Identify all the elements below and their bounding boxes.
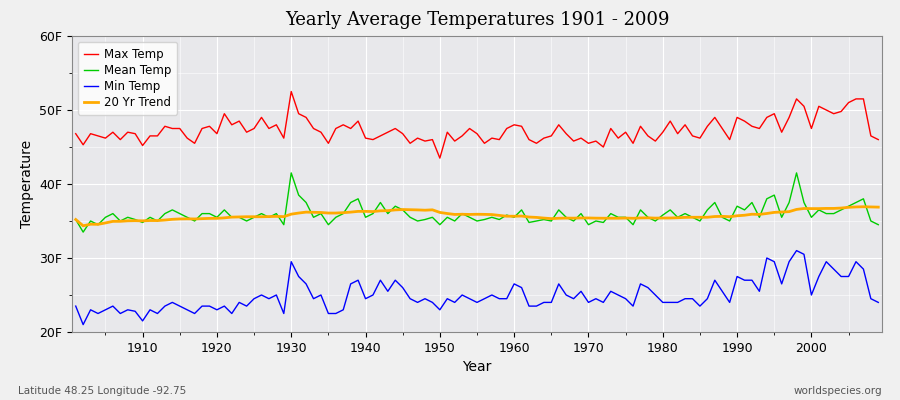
20 Yr Trend <box>70 217 81 222</box>
Min Temp <box>137 318 148 323</box>
Min Temp <box>77 322 88 327</box>
Min Temp <box>606 289 616 294</box>
Max Temp <box>873 137 884 142</box>
Max Temp <box>70 131 81 136</box>
Text: Latitude 48.25 Longitude -92.75: Latitude 48.25 Longitude -92.75 <box>18 386 186 396</box>
Min Temp <box>791 248 802 253</box>
20 Yr Trend <box>508 214 519 219</box>
Max Temp <box>613 136 624 140</box>
20 Yr Trend <box>517 214 527 218</box>
Max Temp <box>435 156 446 160</box>
Min Temp <box>301 282 311 286</box>
Max Temp <box>130 131 140 136</box>
Legend: Max Temp, Mean Temp, Min Temp, 20 Yr Trend: Max Temp, Mean Temp, Min Temp, 20 Yr Tre… <box>78 42 177 114</box>
Max Temp <box>301 115 311 120</box>
Title: Yearly Average Temperatures 1901 - 2009: Yearly Average Temperatures 1901 - 2009 <box>284 11 670 29</box>
Line: 20 Yr Trend: 20 Yr Trend <box>76 207 878 226</box>
20 Yr Trend <box>301 210 311 214</box>
Mean Temp <box>517 208 527 212</box>
Min Temp <box>346 282 356 286</box>
X-axis label: Year: Year <box>463 360 491 374</box>
Max Temp <box>524 137 535 142</box>
Line: Mean Temp: Mean Temp <box>76 173 878 232</box>
Mean Temp <box>286 170 297 175</box>
Min Temp <box>508 282 519 286</box>
Mean Temp <box>70 217 81 222</box>
Mean Temp <box>613 215 624 220</box>
Mean Temp <box>353 196 364 201</box>
Mean Temp <box>524 220 535 225</box>
Min Temp <box>70 304 81 308</box>
Mean Temp <box>137 220 148 225</box>
20 Yr Trend <box>137 218 148 223</box>
Max Temp <box>286 89 297 94</box>
Y-axis label: Temperature: Temperature <box>20 140 33 228</box>
Mean Temp <box>77 230 88 234</box>
20 Yr Trend <box>346 210 356 214</box>
Mean Temp <box>308 215 319 220</box>
20 Yr Trend <box>858 204 868 209</box>
20 Yr Trend <box>873 205 884 210</box>
20 Yr Trend <box>77 224 88 228</box>
Max Temp <box>517 124 527 129</box>
Text: worldspecies.org: worldspecies.org <box>794 386 882 396</box>
Min Temp <box>517 285 527 290</box>
Line: Min Temp: Min Temp <box>76 250 878 324</box>
20 Yr Trend <box>606 216 616 221</box>
Max Temp <box>346 126 356 131</box>
Mean Temp <box>873 222 884 227</box>
Min Temp <box>873 300 884 305</box>
Line: Max Temp: Max Temp <box>76 92 878 158</box>
